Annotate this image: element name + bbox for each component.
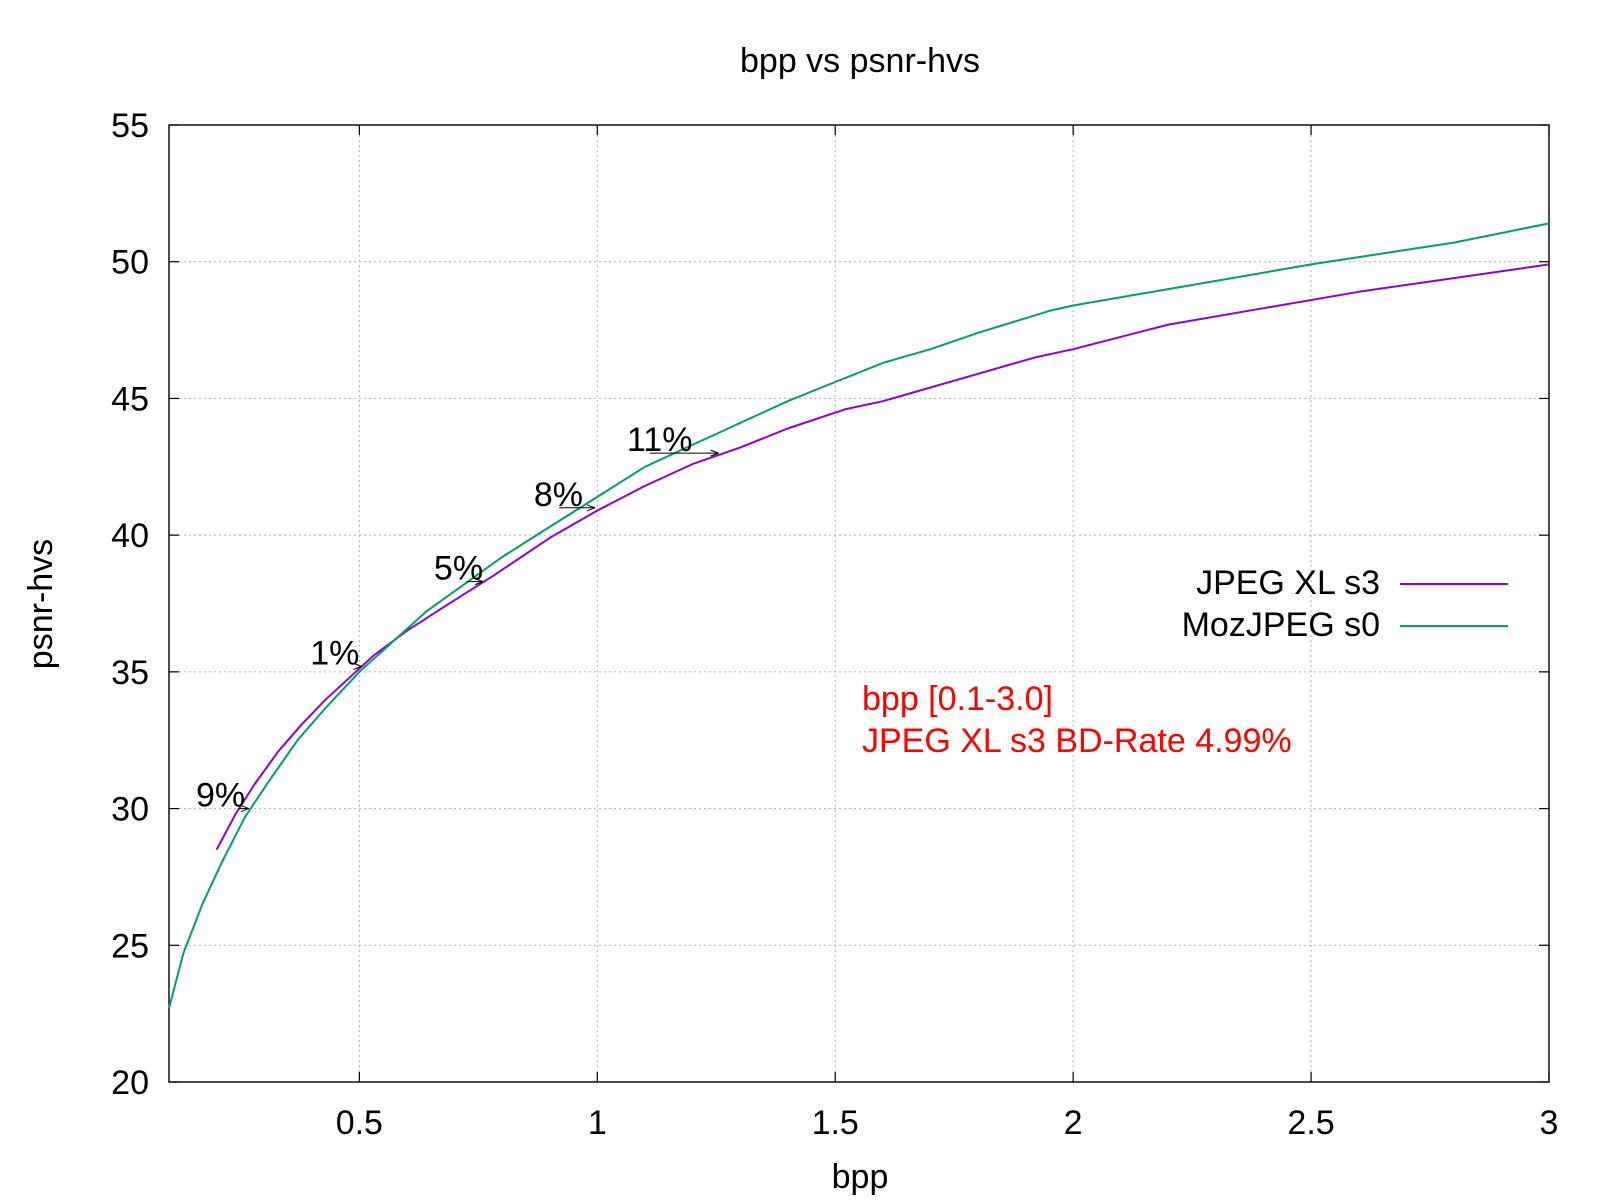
percent-marker-arrowhead	[474, 578, 484, 586]
series-line-1	[168, 222, 1550, 1009]
x-tick-label: 2.5	[1287, 1104, 1334, 1142]
x-axis-label: bpp	[832, 1158, 889, 1196]
series-layer	[168, 222, 1550, 1009]
y-tick-label: 35	[111, 654, 149, 692]
percent-markers: 9% 1% 5% 8% 11%	[196, 421, 719, 815]
y-tick-label: 20	[111, 1064, 149, 1102]
y-axis-label: psnr-hvs	[22, 539, 60, 669]
legend: JPEG XL s3 MozJPEG s0	[1182, 564, 1508, 644]
y-tick-label: 45	[111, 380, 149, 418]
plot-frame	[168, 124, 1550, 1083]
legend-label-mozjpeg: MozJPEG s0	[1182, 606, 1380, 644]
y-tick-label: 40	[111, 517, 149, 555]
percent-marker-arrowhead	[240, 805, 250, 813]
x-tick-label: 3	[1540, 1104, 1559, 1142]
y-tick-label: 30	[111, 791, 149, 829]
grid	[169, 125, 1549, 1082]
percent-marker-arrowhead	[353, 662, 362, 670]
x-tick-label: 0.5	[336, 1104, 383, 1142]
x-tick-label: 1.5	[812, 1104, 859, 1142]
percent-marker-arrowhead	[586, 504, 596, 512]
percent-marker-label: 8%	[534, 476, 583, 514]
chart-title: bpp vs psnr-hvs	[740, 42, 980, 80]
y-tick-label: 25	[111, 927, 149, 965]
series-line-0	[215, 263, 1550, 851]
y-tick-label: 50	[111, 244, 149, 282]
annotation-bd-rate: JPEG XL s3 BD-Rate 4.99%	[862, 722, 1292, 760]
percent-marker-arrowhead	[710, 449, 719, 457]
x-tick-label: 1	[588, 1104, 607, 1142]
percent-marker-label: 9%	[196, 777, 245, 815]
percent-marker-label: 1%	[310, 634, 359, 672]
legend-label-jpegxl: JPEG XL s3	[1196, 564, 1380, 602]
percent-marker-label: 11%	[627, 421, 693, 459]
percent-marker-label: 5%	[434, 550, 483, 588]
y-tick-label: 55	[111, 107, 149, 145]
annotation-bpp-range: bpp [0.1-3.0]	[862, 680, 1053, 718]
axis-ticks: 20 25 30 35 40 45 50 55 0.5 1 1.5 2 2.5 3	[111, 107, 1558, 1142]
x-tick-label: 2	[1064, 1104, 1083, 1142]
